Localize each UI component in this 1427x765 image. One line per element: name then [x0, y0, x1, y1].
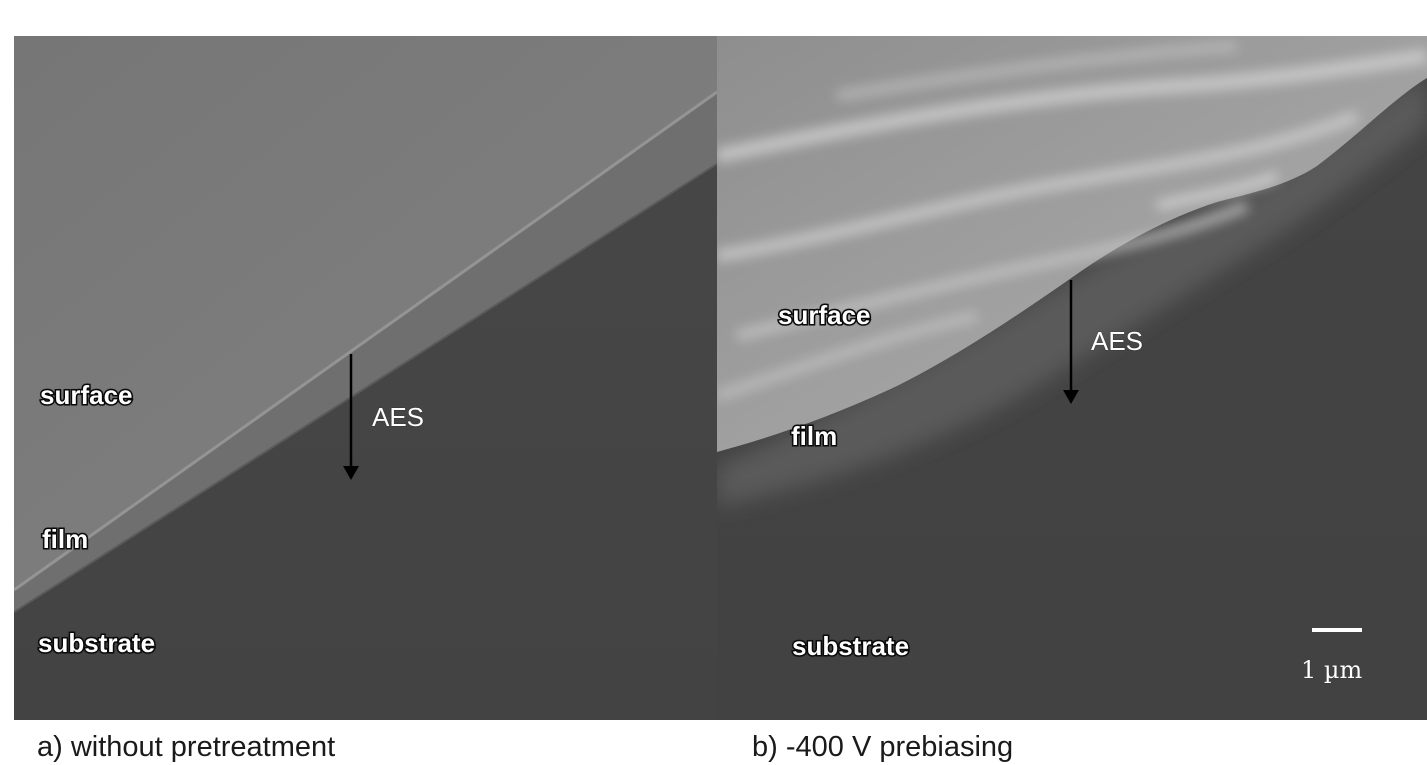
label-film: film	[789, 421, 838, 451]
surface-streaks	[717, 41, 1427, 401]
film-band	[14, 92, 717, 612]
aes-arrow-head	[1063, 390, 1079, 404]
scale-bar	[1312, 628, 1362, 632]
label-surface: surface	[39, 380, 134, 410]
label-substrate: substrate	[36, 628, 156, 658]
caption-b: b) -400 V prebiasing	[752, 731, 1014, 763]
label-aes: AES	[372, 402, 425, 432]
micrograph-panel-a: surface film substrate AES	[14, 36, 717, 720]
label-substrate: substrate	[790, 631, 910, 661]
scale-bar-label: 1 µm	[1301, 656, 1363, 684]
label-film: film	[40, 524, 89, 554]
surface-region	[14, 36, 717, 590]
surface-edge	[14, 90, 717, 592]
sem-image-a	[14, 36, 717, 720]
label-aes: AES	[1091, 326, 1144, 356]
label-surface: surface	[777, 300, 872, 330]
film-edge	[14, 163, 717, 613]
micrograph-panel-b: surface film substrate AES 1 µm	[717, 36, 1427, 720]
caption-a: a) without pretreatment	[37, 731, 336, 763]
aes-arrow-head	[343, 466, 359, 480]
surface-region	[717, 36, 1427, 452]
sem-image-b	[717, 36, 1427, 720]
